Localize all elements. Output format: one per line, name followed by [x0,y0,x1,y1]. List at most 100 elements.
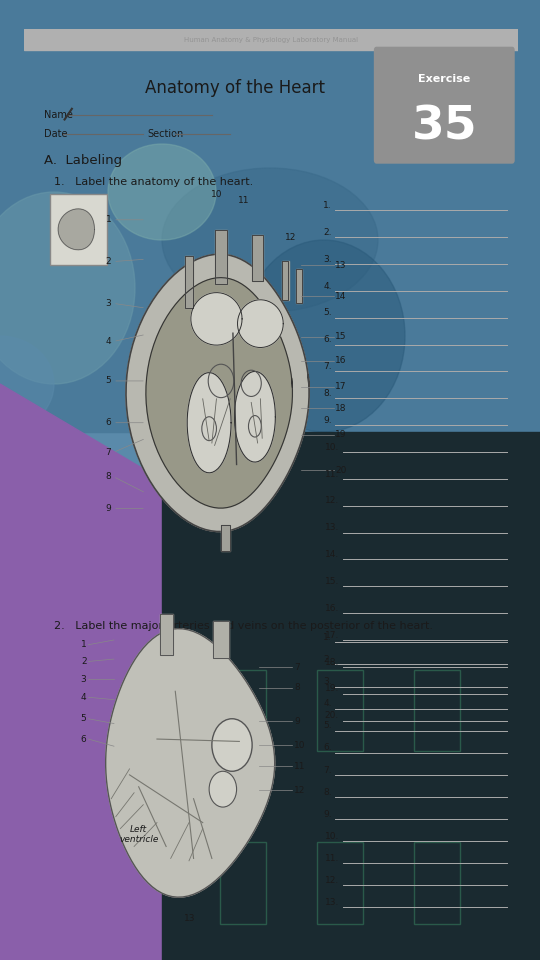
Text: 18.: 18. [325,658,339,666]
Text: Left
ventricle: Left ventricle [119,825,158,844]
Text: 19: 19 [335,430,347,439]
Text: 12.: 12. [325,876,339,885]
Text: 9: 9 [105,504,111,514]
Text: 11: 11 [294,762,306,771]
Text: 9: 9 [294,716,300,726]
Bar [160,613,173,656]
Text: 17: 17 [335,382,347,392]
Text: 5.: 5. [323,721,332,731]
Ellipse shape [108,144,216,240]
Text: 4: 4 [81,693,86,702]
Text: 7.: 7. [323,362,332,372]
Text: 16: 16 [335,356,347,365]
Text: Exercise: Exercise [418,74,470,84]
Text: 19.: 19. [325,684,339,693]
Text: Name: Name [44,109,73,120]
Text: 7.: 7. [323,765,332,775]
Text: 35: 35 [411,105,477,149]
Text: 6.: 6. [323,335,332,345]
Text: 10.: 10. [325,443,339,452]
Polygon shape [234,372,275,462]
Text: 9.: 9. [323,416,332,425]
Ellipse shape [243,240,405,432]
Text: 13: 13 [335,261,347,270]
Text: 8: 8 [105,472,111,481]
Text: 8.: 8. [323,389,332,398]
Text: 16.: 16. [325,604,339,612]
Polygon shape [58,209,94,250]
Text: 20: 20 [335,466,347,475]
Text: 2.: 2. [323,655,332,664]
Circle shape [209,771,237,807]
Text: 1: 1 [81,640,86,649]
Text: 11.: 11. [325,469,339,478]
Text: 12: 12 [285,233,296,242]
Text: 2.: 2. [323,228,332,237]
Circle shape [212,719,252,771]
Text: 8.: 8. [323,787,332,797]
Text: 1: 1 [105,215,111,225]
Bar [221,525,230,551]
Text: Date: Date [44,129,68,139]
Text: 11.: 11. [325,853,339,863]
Text: 13.: 13. [325,898,339,907]
Text: 13.: 13. [325,523,339,532]
Polygon shape [187,372,231,473]
Text: 2: 2 [106,257,111,266]
Text: 14: 14 [335,292,347,300]
Polygon shape [238,300,284,348]
Text: 6: 6 [81,734,86,744]
FancyBboxPatch shape [374,47,515,164]
Text: 2: 2 [81,657,86,666]
Text: 3.: 3. [323,254,332,264]
Text: 1.   Label the anatomy of the heart.: 1. Label the anatomy of the heart. [53,177,253,186]
Text: 12: 12 [294,786,306,795]
Text: 10.: 10. [325,831,339,841]
Bar [213,621,230,659]
Text: 6.: 6. [323,743,332,753]
Bar [50,194,107,265]
Text: 1.: 1. [323,633,332,642]
Text: 3: 3 [105,299,111,308]
Text: 5.: 5. [323,308,332,318]
Text: 18: 18 [335,404,347,413]
Bar [162,432,540,960]
Bar [252,234,263,281]
Text: 4.: 4. [323,281,332,291]
Ellipse shape [0,192,135,384]
Text: 5: 5 [81,714,86,723]
Text: 9.: 9. [323,809,332,819]
Polygon shape [106,629,275,898]
Text: 15.: 15. [325,577,339,586]
Text: 20.: 20. [325,711,339,720]
Text: Section: Section [148,129,184,139]
Ellipse shape [162,168,378,312]
Text: 7: 7 [294,663,300,672]
Text: 10: 10 [211,190,222,200]
Text: 3: 3 [81,675,86,684]
Polygon shape [126,254,309,532]
Text: Human Anatomy & Physiology Laboratory Manual: Human Anatomy & Physiology Laboratory Ma… [184,36,359,42]
Text: 2.   Label the major arteries and veins on the posterior of the heart.: 2. Label the major arteries and veins on… [53,621,433,631]
Ellipse shape [0,336,54,432]
Bar [296,269,301,302]
Text: 13: 13 [185,914,196,923]
Text: 4.: 4. [323,699,332,708]
Bar [24,29,518,50]
Text: 5: 5 [105,376,111,385]
Text: Anatomy of the Heart: Anatomy of the Heart [145,80,325,98]
Bar [185,256,193,307]
Text: 3.: 3. [323,677,332,686]
Text: 4: 4 [106,337,111,346]
Text: 1.: 1. [323,201,332,210]
Text: 10: 10 [294,740,306,750]
Bar [214,230,227,284]
Text: 17.: 17. [325,631,339,639]
Bar [0,0,540,432]
Text: A.  Labeling: A. Labeling [44,154,123,167]
Text: 11: 11 [238,197,249,205]
Polygon shape [0,384,243,960]
Text: 7: 7 [105,448,111,457]
Bar [282,261,289,300]
Text: 14.: 14. [325,550,339,559]
